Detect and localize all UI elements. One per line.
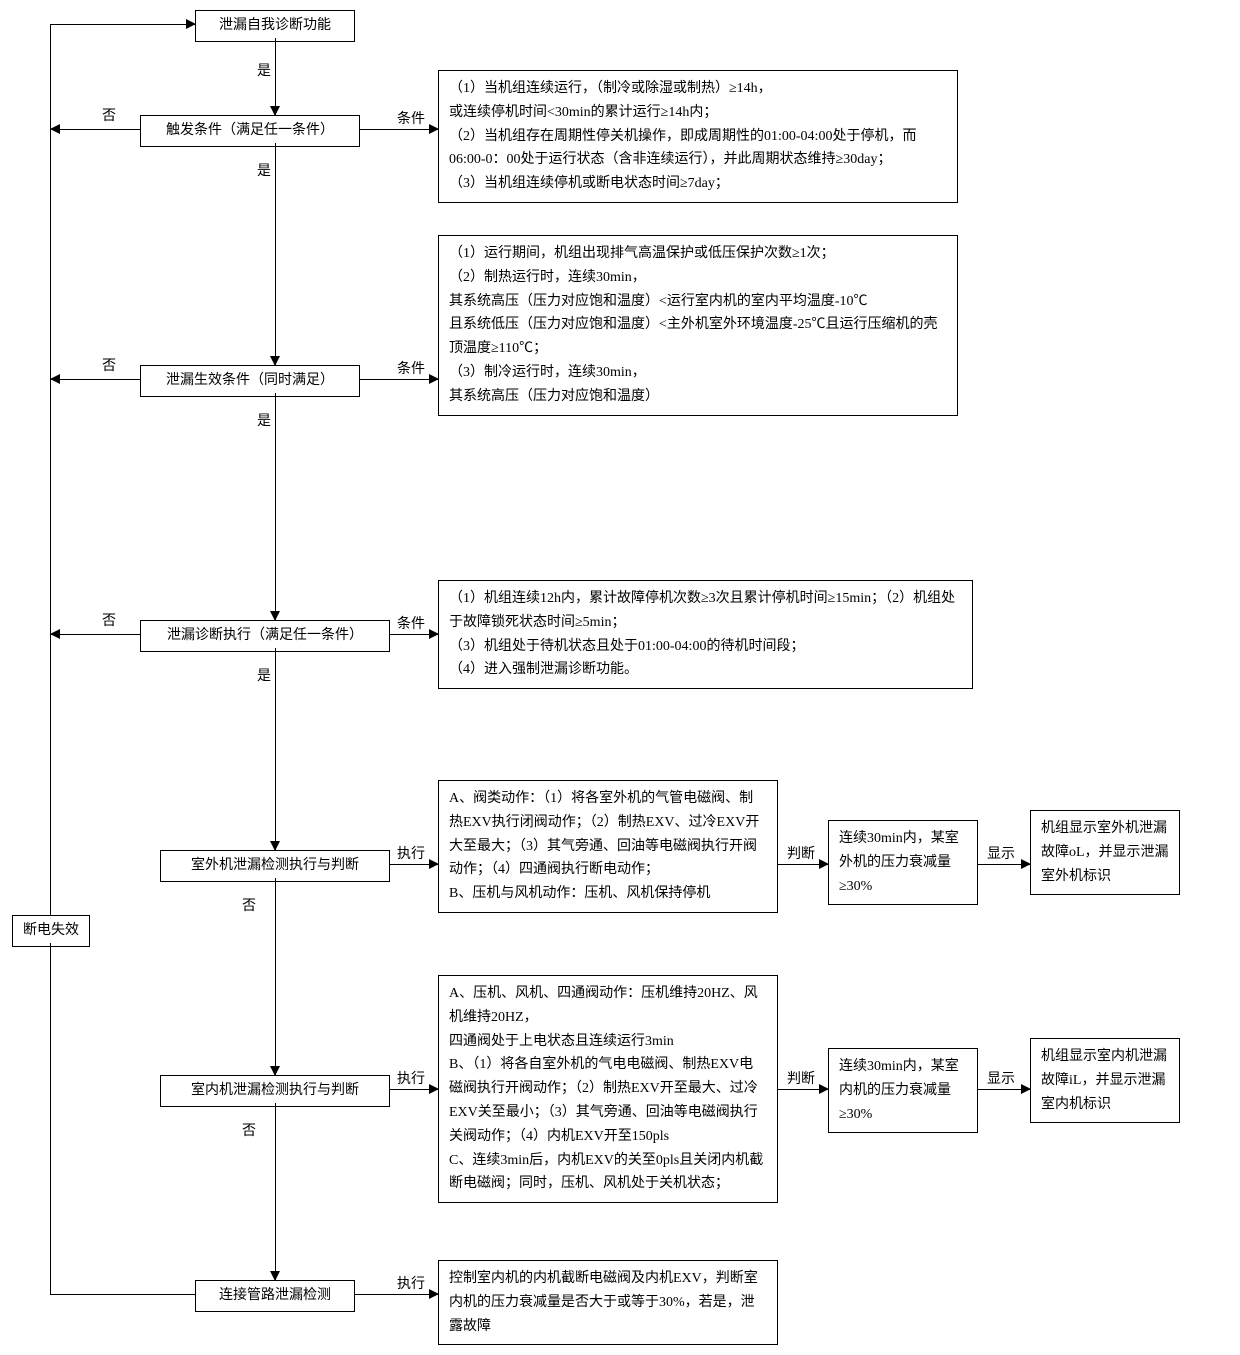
label-yes: 是	[255, 410, 273, 430]
arrow-down-icon	[270, 356, 280, 366]
arrow-right-icon	[1021, 859, 1031, 869]
arrow-down-icon	[270, 1271, 280, 1281]
arrow-left-icon	[50, 124, 60, 134]
arrow-left-icon	[50, 629, 60, 639]
label-no: 否	[100, 610, 118, 630]
label-yes: 是	[255, 160, 273, 180]
detail-outdoor-exec: A、阀类动作：（1）将各室外机的气管电磁阀、制热EXV执行闭阀动作；（2）制热E…	[438, 780, 778, 913]
line	[275, 648, 276, 850]
line	[275, 393, 276, 620]
node-trigger: 触发条件（满足任一条件）	[140, 115, 360, 147]
arrow-right-icon	[429, 629, 439, 639]
arrow-down-icon	[270, 1066, 280, 1076]
label-judge: 判断	[785, 1068, 817, 1088]
arrow-down-icon	[270, 841, 280, 851]
label-yes: 是	[255, 60, 273, 80]
detail-indoor-exec: A、压机、风机、四通阀动作：压机维持20HZ、风机维持20HZ，四通阀处于上电状…	[438, 975, 778, 1203]
node-effect: 泄漏生效条件（同时满足）	[140, 365, 360, 397]
arrow-right-icon	[429, 374, 439, 384]
line	[50, 634, 140, 635]
label-exec: 执行	[395, 1273, 427, 1293]
line	[360, 379, 438, 380]
node-pipe: 连接管路泄漏检测	[195, 1280, 355, 1312]
label-cond: 条件	[395, 358, 427, 378]
arrow-right-icon	[1021, 1084, 1031, 1094]
line	[275, 143, 276, 365]
label-cond: 条件	[395, 613, 427, 633]
label-exec: 执行	[395, 1068, 427, 1088]
line	[275, 38, 276, 115]
line	[50, 1294, 195, 1295]
arrow-left-icon	[50, 374, 60, 384]
detail-indoor-judge: 连续30min内，某室内机的压力衰减量≥30%	[828, 1048, 978, 1133]
label-cond: 条件	[395, 108, 427, 128]
label-judge: 判断	[785, 843, 817, 863]
label-no: 否	[240, 895, 258, 915]
arrow-right-icon	[429, 1289, 439, 1299]
arrow-down-icon	[270, 106, 280, 116]
label-no: 否	[100, 355, 118, 375]
node-diag: 泄漏诊断执行（满足任一条件）	[140, 620, 390, 652]
label-yes: 是	[255, 665, 273, 685]
line	[275, 878, 276, 1075]
detail-indoor-disp: 机组显示室内机泄漏故障iL，并显示泄漏室内机标识	[1030, 1038, 1180, 1123]
label-disp: 显示	[985, 1068, 1017, 1088]
arrow-down-icon	[270, 611, 280, 621]
line	[50, 24, 195, 25]
label-disp: 显示	[985, 843, 1017, 863]
label-no: 否	[100, 105, 118, 125]
node-power: 断电失效	[12, 915, 90, 947]
detail-diag: （1）机组连续12h内，累计故障停机次数≥3次且累计停机时间≥15min；（2）…	[438, 580, 973, 689]
detail-effect: （1）运行期间，机组出现排气高温保护或低压保护次数≥1次；（2）制热运行时，连续…	[438, 235, 958, 416]
arrow-right-icon	[819, 859, 829, 869]
line	[50, 379, 140, 380]
detail-outdoor-disp: 机组显示室外机泄漏故障oL，并显示泄漏室外机标识	[1030, 810, 1180, 895]
arrow-right-icon	[429, 1084, 439, 1094]
arrow-right-icon	[819, 1084, 829, 1094]
arrow-right-icon	[186, 19, 196, 29]
line	[50, 24, 51, 915]
arrow-right-icon	[429, 124, 439, 134]
line	[50, 943, 51, 1295]
detail-trigger: （1）当机组连续运行，（制冷或除湿或制热）≥14h，或连续停机时间<30min的…	[438, 70, 958, 203]
detail-outdoor-judge: 连续30min内，某室外机的压力衰减量≥30%	[828, 820, 978, 905]
line	[275, 1103, 276, 1280]
line	[50, 129, 140, 130]
line	[360, 129, 438, 130]
label-exec: 执行	[395, 843, 427, 863]
line	[355, 1294, 438, 1295]
label-no: 否	[240, 1120, 258, 1140]
detail-pipe-exec: 控制室内机的内机截断电磁阀及内机EXV，判断室内机的压力衰减量是否大于或等于30…	[438, 1260, 778, 1345]
arrow-right-icon	[429, 859, 439, 869]
